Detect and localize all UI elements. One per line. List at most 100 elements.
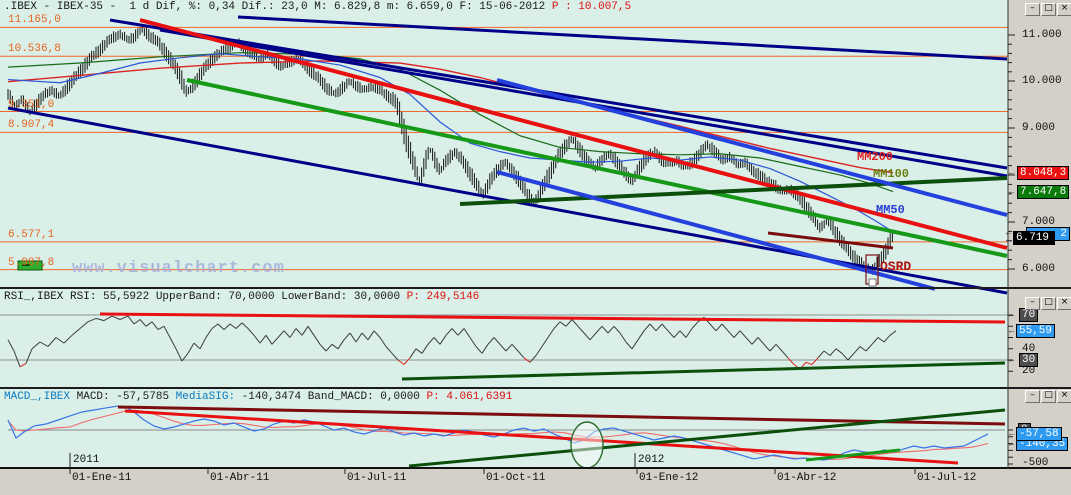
rsi-line-segment bbox=[193, 342, 201, 350]
rsi-line-segment bbox=[595, 325, 603, 334]
rsi-scale-label: 40 bbox=[1022, 342, 1036, 355]
rsi-line-segment bbox=[655, 323, 663, 332]
rsi-line-segment bbox=[679, 330, 687, 338]
rsi-line-segment bbox=[25, 348, 33, 364]
rsi-line-segment bbox=[31, 341, 41, 350]
rsi-line-segment bbox=[55, 337, 65, 344]
macd-scale-label: -500 bbox=[1022, 457, 1049, 469]
rsi-line-segment bbox=[691, 321, 699, 329]
rsi-line-segment bbox=[577, 325, 585, 334]
rsi-line-segment bbox=[583, 332, 591, 341]
rsi-line-segment bbox=[487, 337, 495, 345]
rsi-line-segment bbox=[775, 343, 783, 352]
scale-arrow-icon: ← bbox=[1009, 310, 1015, 320]
rsi-line-segment bbox=[517, 350, 525, 359]
rsi-line-segment bbox=[619, 332, 627, 343]
rsi-line-segment bbox=[187, 342, 195, 354]
rsi-line-segment bbox=[841, 352, 849, 361]
rsi-line-segment bbox=[247, 328, 255, 336]
maximize-button[interactable]: □ bbox=[1041, 390, 1056, 403]
rsi-line-segment bbox=[877, 337, 885, 343]
rsi-line-segment bbox=[7, 339, 15, 352]
rsi-line-segment bbox=[781, 350, 789, 359]
main-header-text: .IBEX - IBEX-35 - 1 d Dif, %: 0,34 Dif.:… bbox=[4, 1, 552, 13]
rsi-line-segment bbox=[631, 339, 639, 350]
rsi-line-segment bbox=[63, 334, 73, 344]
rsi-line-segment bbox=[769, 343, 777, 352]
rsi-support-green bbox=[401, 361, 1006, 381]
rsi-line-segment bbox=[205, 328, 213, 338]
rsi-line-segment bbox=[181, 352, 189, 362]
macd-mediasig-label: MediaSIG: bbox=[175, 391, 242, 403]
rsi-line-segment bbox=[499, 343, 507, 352]
minimize-button[interactable]: – bbox=[1025, 390, 1040, 403]
rsi-line-segment bbox=[637, 330, 645, 341]
rsi-line-segment bbox=[301, 326, 309, 336]
rsi-line-segment bbox=[787, 357, 795, 365]
date-label: 01-Jul-12 bbox=[917, 472, 977, 484]
rsi-line-segment bbox=[559, 321, 567, 327]
maximize-button[interactable]: □ bbox=[1041, 297, 1056, 310]
rsi-line-segment bbox=[343, 332, 351, 341]
macd-trend-red bbox=[124, 409, 959, 465]
rsi-line-segment bbox=[649, 323, 657, 332]
rsi-line-segment bbox=[71, 328, 81, 336]
rsi-line-segment bbox=[667, 330, 675, 338]
mm100-line bbox=[7, 52, 894, 193]
pane-window-controls: – □ × bbox=[1025, 3, 1071, 16]
price-level-label: 10.536,8 bbox=[8, 43, 61, 56]
date-label: 01-Abr-12 bbox=[777, 472, 837, 484]
rsi-line-segment bbox=[439, 335, 447, 345]
mm100-label: MM100 bbox=[873, 167, 910, 181]
macd-mediasig-value: -140,3474 bbox=[241, 391, 308, 403]
rsi-line-segment bbox=[103, 315, 113, 322]
rsi-line-segment bbox=[265, 335, 273, 345]
trend-red bbox=[139, 18, 1008, 250]
rsi-scale-badge: 30 bbox=[1019, 353, 1039, 367]
rsi-line-segment bbox=[169, 337, 177, 350]
channel-blue-lower bbox=[496, 170, 936, 291]
rsi-line-segment bbox=[337, 339, 345, 350]
rsi-scale-badge: 70 bbox=[1019, 308, 1039, 322]
rsi-line-segment bbox=[751, 337, 759, 345]
rsi-line-segment bbox=[571, 319, 579, 327]
trend-green bbox=[186, 78, 1008, 258]
rsi-line-segment bbox=[853, 346, 861, 354]
price-scale-label: 7.000 bbox=[1022, 216, 1056, 228]
macd-header-value: MACD: -57,5785 bbox=[76, 391, 176, 403]
pane-window-controls: – □ × bbox=[1025, 297, 1071, 310]
maximize-button[interactable]: □ bbox=[1041, 3, 1056, 16]
rsi-line-segment bbox=[763, 343, 771, 352]
panel-separator bbox=[0, 387, 1071, 389]
close-button[interactable]: × bbox=[1057, 390, 1071, 403]
rsi-line-segment bbox=[547, 328, 555, 338]
rsi-line-segment bbox=[469, 337, 477, 347]
rsi-line-segment bbox=[727, 330, 735, 338]
rsi-resistance-red bbox=[99, 312, 1006, 324]
date-label: 01-Abr-11 bbox=[210, 472, 270, 484]
close-button[interactable]: × bbox=[1057, 297, 1071, 310]
scale-arrow-icon: ← bbox=[1009, 167, 1015, 178]
year-label: 2011 bbox=[73, 454, 100, 466]
rsi-line-segment bbox=[415, 348, 423, 354]
price-scale-badge: 7.647,8 bbox=[1017, 184, 1070, 199]
rsi-scale-label: 20 bbox=[1022, 365, 1036, 378]
close-button[interactable]: × bbox=[1057, 3, 1071, 16]
rsi-line-segment bbox=[307, 326, 315, 336]
rsi-line-segment bbox=[87, 317, 97, 323]
minimize-button[interactable]: – bbox=[1025, 297, 1040, 310]
scale-arrow-icon: ← bbox=[1009, 326, 1015, 337]
rsi-line-segment bbox=[721, 323, 729, 332]
rsi-line-segment bbox=[871, 337, 879, 345]
rsi-line-segment bbox=[259, 334, 267, 344]
rsi-line-segment bbox=[277, 330, 285, 338]
rsi-line-segment bbox=[13, 350, 21, 367]
minimize-button[interactable]: – bbox=[1025, 3, 1040, 16]
rsi-line-segment bbox=[241, 322, 249, 329]
rsi-line-segment bbox=[535, 346, 543, 356]
rsi-line-segment bbox=[523, 357, 531, 363]
rsi-line-segment bbox=[325, 343, 333, 352]
rsi-line-segment bbox=[445, 328, 453, 336]
